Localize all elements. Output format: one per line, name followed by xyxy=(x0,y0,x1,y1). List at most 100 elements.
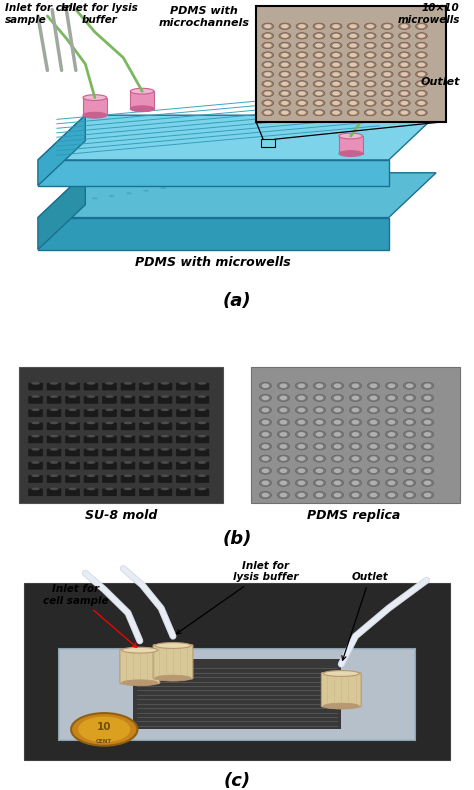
Ellipse shape xyxy=(403,431,416,438)
Ellipse shape xyxy=(418,43,425,47)
Ellipse shape xyxy=(124,435,132,438)
Ellipse shape xyxy=(124,461,132,464)
Ellipse shape xyxy=(352,457,359,461)
Ellipse shape xyxy=(364,62,376,68)
FancyBboxPatch shape xyxy=(120,488,136,496)
Text: PDMS replica: PDMS replica xyxy=(307,509,400,522)
FancyBboxPatch shape xyxy=(65,475,80,483)
Ellipse shape xyxy=(349,431,362,438)
FancyBboxPatch shape xyxy=(28,461,43,470)
Ellipse shape xyxy=(279,71,291,77)
Ellipse shape xyxy=(403,480,416,487)
Ellipse shape xyxy=(349,491,362,498)
FancyBboxPatch shape xyxy=(46,461,62,470)
Ellipse shape xyxy=(316,383,323,388)
Ellipse shape xyxy=(406,480,413,485)
Ellipse shape xyxy=(315,111,323,115)
Ellipse shape xyxy=(281,24,289,28)
FancyBboxPatch shape xyxy=(139,422,154,431)
Ellipse shape xyxy=(401,92,408,96)
Ellipse shape xyxy=(315,24,323,28)
Ellipse shape xyxy=(68,422,77,424)
Ellipse shape xyxy=(279,81,291,87)
Ellipse shape xyxy=(370,408,377,412)
Ellipse shape xyxy=(315,43,323,47)
Ellipse shape xyxy=(313,455,326,462)
Ellipse shape xyxy=(279,52,291,58)
Ellipse shape xyxy=(330,81,342,87)
Ellipse shape xyxy=(367,491,380,498)
Ellipse shape xyxy=(316,432,323,437)
Ellipse shape xyxy=(179,382,188,385)
Ellipse shape xyxy=(418,53,425,57)
Ellipse shape xyxy=(277,394,290,401)
Ellipse shape xyxy=(331,394,344,401)
Ellipse shape xyxy=(331,419,344,426)
Ellipse shape xyxy=(142,435,151,438)
Ellipse shape xyxy=(313,419,326,426)
Ellipse shape xyxy=(331,382,344,389)
Ellipse shape xyxy=(370,493,377,498)
Ellipse shape xyxy=(401,43,408,47)
FancyBboxPatch shape xyxy=(120,396,136,404)
Bar xyxy=(83,98,107,115)
Ellipse shape xyxy=(124,448,132,450)
Ellipse shape xyxy=(313,100,325,106)
Ellipse shape xyxy=(339,151,363,156)
FancyBboxPatch shape xyxy=(133,660,341,729)
Ellipse shape xyxy=(334,480,341,485)
Ellipse shape xyxy=(160,187,166,189)
Ellipse shape xyxy=(398,71,410,77)
Ellipse shape xyxy=(262,408,269,412)
Ellipse shape xyxy=(316,444,323,449)
FancyBboxPatch shape xyxy=(65,435,80,443)
Ellipse shape xyxy=(330,110,342,116)
Ellipse shape xyxy=(349,382,362,389)
Ellipse shape xyxy=(418,72,425,77)
Ellipse shape xyxy=(332,72,340,77)
Bar xyxy=(130,91,154,109)
Ellipse shape xyxy=(349,101,357,105)
Ellipse shape xyxy=(105,461,114,464)
Ellipse shape xyxy=(31,448,40,450)
Ellipse shape xyxy=(401,62,408,66)
Ellipse shape xyxy=(277,382,290,389)
Ellipse shape xyxy=(295,407,308,414)
FancyBboxPatch shape xyxy=(176,475,191,483)
Ellipse shape xyxy=(352,432,359,437)
Ellipse shape xyxy=(142,448,151,450)
FancyBboxPatch shape xyxy=(28,475,43,483)
Ellipse shape xyxy=(264,43,272,47)
Ellipse shape xyxy=(295,491,308,498)
Ellipse shape xyxy=(313,382,326,389)
FancyBboxPatch shape xyxy=(120,475,136,483)
Ellipse shape xyxy=(124,382,132,385)
Ellipse shape xyxy=(381,32,393,39)
Ellipse shape xyxy=(367,382,380,389)
Ellipse shape xyxy=(298,408,305,412)
Ellipse shape xyxy=(415,81,428,87)
Ellipse shape xyxy=(388,493,395,498)
FancyBboxPatch shape xyxy=(139,461,154,470)
Polygon shape xyxy=(38,173,85,250)
Ellipse shape xyxy=(406,468,413,473)
FancyBboxPatch shape xyxy=(83,409,99,417)
Ellipse shape xyxy=(364,71,376,77)
Ellipse shape xyxy=(366,81,374,86)
Ellipse shape xyxy=(259,480,272,487)
Ellipse shape xyxy=(298,383,305,388)
Ellipse shape xyxy=(262,444,269,449)
Ellipse shape xyxy=(403,467,416,474)
Ellipse shape xyxy=(424,408,431,412)
Ellipse shape xyxy=(179,435,188,438)
Ellipse shape xyxy=(347,52,359,58)
Ellipse shape xyxy=(398,32,410,39)
Ellipse shape xyxy=(87,461,95,464)
Ellipse shape xyxy=(424,493,431,498)
Ellipse shape xyxy=(31,435,40,438)
Ellipse shape xyxy=(262,81,274,87)
FancyBboxPatch shape xyxy=(28,435,43,443)
FancyBboxPatch shape xyxy=(157,409,173,417)
Ellipse shape xyxy=(130,88,154,94)
Ellipse shape xyxy=(198,395,206,398)
